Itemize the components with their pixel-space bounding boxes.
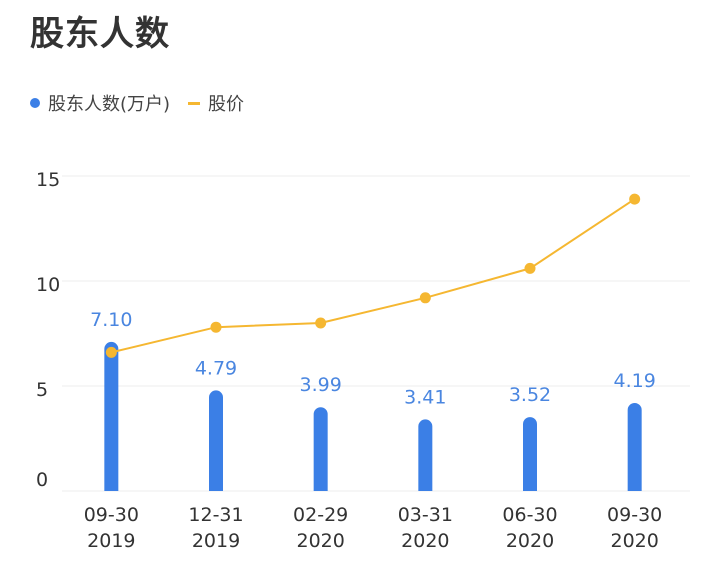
bar-data-label: 4.79 xyxy=(195,357,237,379)
legend-bar-marker xyxy=(30,98,40,108)
bar xyxy=(104,341,119,491)
price-point xyxy=(419,292,431,304)
bar xyxy=(209,390,223,491)
x-tick-label: 2019 xyxy=(192,530,240,552)
bar-data-label: 7.10 xyxy=(90,309,132,331)
y-tick-label: 0 xyxy=(36,469,48,491)
x-tick-label: 2020 xyxy=(506,530,554,552)
y-tick-label: 10 xyxy=(36,274,60,296)
x-tick-label: 06-30 xyxy=(502,504,557,526)
price-point xyxy=(629,193,641,205)
bar xyxy=(418,419,433,491)
x-tick-label: 09-30 xyxy=(84,504,139,526)
x-tick-label: 09-30 xyxy=(607,504,662,526)
bar xyxy=(523,417,537,491)
x-tick-label: 2020 xyxy=(610,530,658,552)
bar-data-label: 3.52 xyxy=(509,384,551,406)
x-tick-label: 2020 xyxy=(401,530,449,552)
bar-data-label: 3.99 xyxy=(300,374,342,396)
bar-data-label: 3.41 xyxy=(404,386,446,408)
legend-line-marker xyxy=(188,101,201,105)
legend: 股东人数(万户) 股价 xyxy=(30,90,244,116)
y-tick-label: 15 xyxy=(36,169,60,191)
legend-bar-label: 股东人数(万户) xyxy=(48,94,171,115)
x-tick-label: 02-29 xyxy=(293,504,348,526)
price-point xyxy=(315,317,327,329)
price-line xyxy=(111,198,636,354)
x-tick-label: 2020 xyxy=(296,530,344,552)
page-title: 股东人数 xyxy=(30,14,170,54)
price-point xyxy=(524,262,536,274)
bar xyxy=(627,403,642,491)
x-tick-label: 12-31 xyxy=(188,504,243,526)
bar-data-label: 4.19 xyxy=(614,370,656,392)
price-point xyxy=(210,321,222,333)
x-tick-label: 03-31 xyxy=(398,504,453,526)
price-point xyxy=(105,346,117,358)
legend-line-label: 股价 xyxy=(208,94,245,115)
y-tick-label: 5 xyxy=(36,379,48,401)
x-tick-label: 2019 xyxy=(87,530,135,552)
bar xyxy=(313,407,328,491)
